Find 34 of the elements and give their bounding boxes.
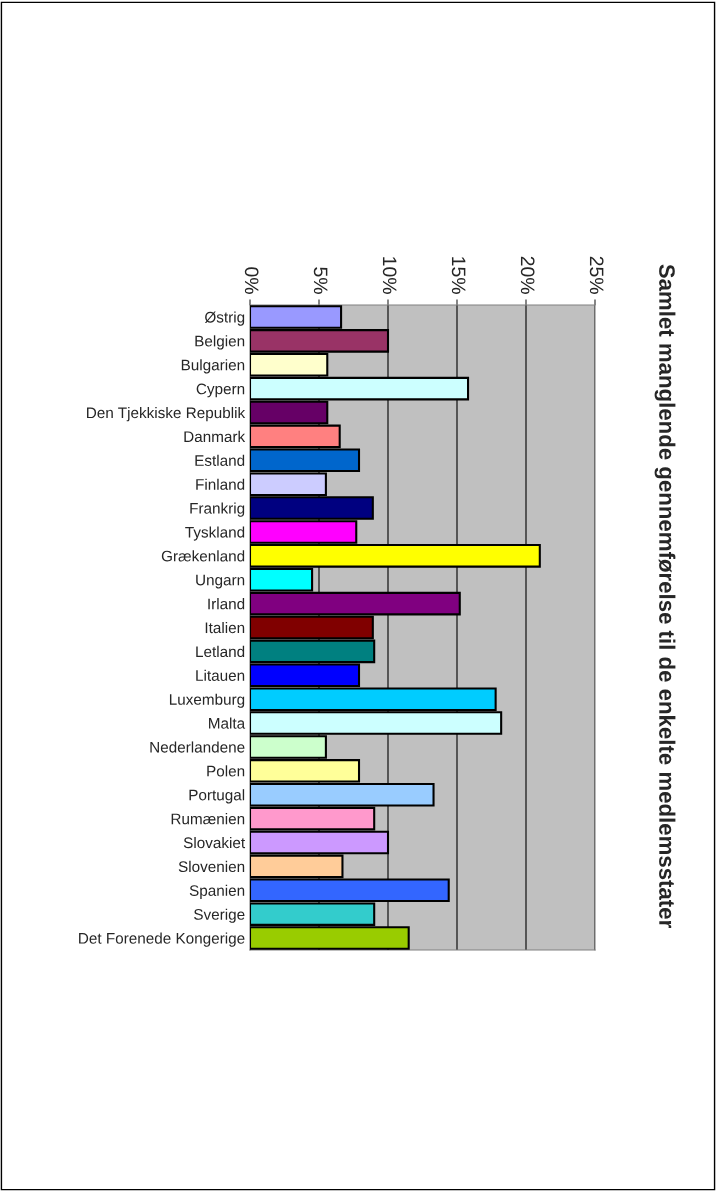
x-tick-label: 25% [589, 256, 604, 294]
x-tick-label: 0% [244, 267, 259, 294]
y-tick-label: Litauen [196, 669, 245, 681]
y-tick-label: Italien [205, 621, 245, 634]
y-tick-label: Danmark [184, 430, 246, 443]
y-tick-label: Malta [209, 717, 246, 729]
y-tick-label: Nederlandene [150, 741, 245, 753]
x-tick-label: 20% [520, 256, 535, 294]
y-tick-label: Irland [208, 598, 245, 610]
y-tick-label: Spanien [189, 884, 245, 899]
x-tick-label: 10% [382, 257, 397, 294]
y-tick-label: Sverige [194, 908, 245, 923]
y-tick-label: Grækenland [161, 550, 245, 562]
y-tick-label: Østrig [204, 311, 245, 326]
text: Samlet manglende gennemførelse til de enkelte medlemsstater [654, 264, 676, 928]
y-tick-label: Den Tjekkiske Republik [87, 406, 246, 422]
y-tick-label: Rumænien [171, 813, 245, 825]
y-tick-label: Slovenien [178, 860, 245, 873]
y-tick-label: Finland [196, 478, 245, 490]
x-tick-label: 5% [313, 267, 328, 294]
y-tick-label: Bulgarien [181, 359, 245, 374]
y-tick-label: Polen [207, 765, 245, 777]
y-tick-label: Ungarn [196, 574, 245, 589]
y-tick-label: Luxemburg [169, 693, 245, 708]
y-tick-label: Letland [196, 645, 245, 658]
y-tick-label: Cypern [196, 383, 245, 398]
y-tick-label: Estland [195, 454, 245, 466]
x-tick-label: 15% [451, 257, 466, 294]
y-tick-label: Slovakiet [183, 836, 246, 849]
y-tick-label: Frankrig [190, 502, 245, 517]
y-tick-label: Belgien [195, 335, 245, 350]
y-tick-label: Det Forenede Kongerige [79, 932, 245, 947]
y-tick-label: Tyskland [185, 526, 245, 541]
y-tick-label: Portugal [189, 789, 245, 804]
